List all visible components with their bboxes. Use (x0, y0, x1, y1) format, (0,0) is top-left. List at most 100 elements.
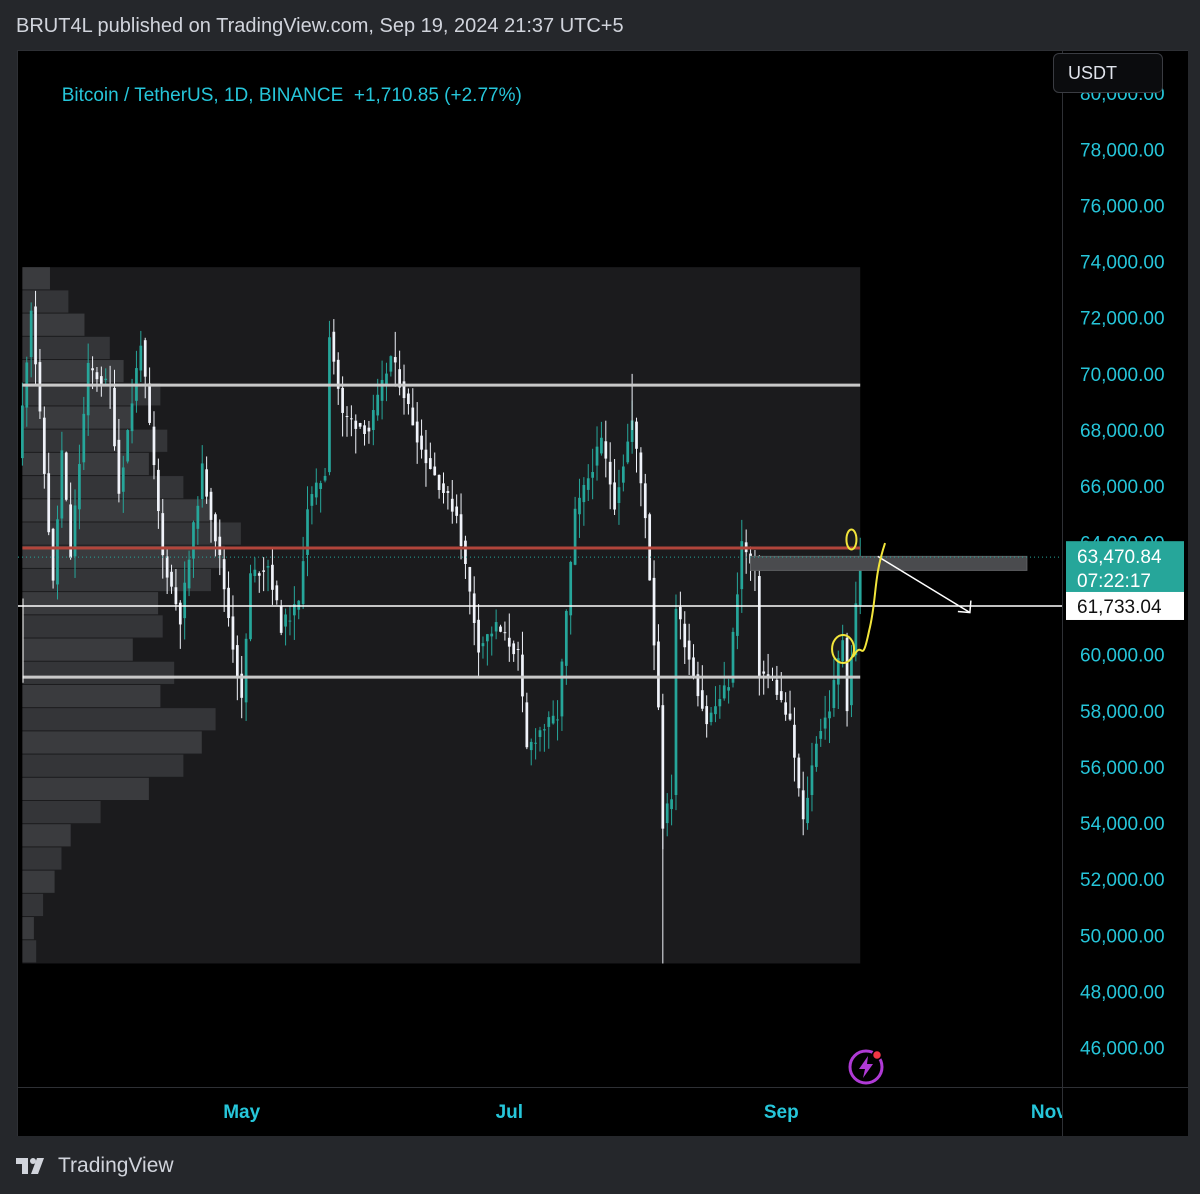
candle-body (499, 626, 502, 632)
candle-body (205, 469, 208, 497)
tradingview-logo-icon (16, 1158, 44, 1174)
candle-body (718, 699, 722, 707)
candle (99, 366, 103, 397)
candle-body (78, 464, 81, 510)
volume-profile-bar (22, 383, 161, 406)
candle (385, 362, 388, 402)
candle (472, 576, 476, 646)
candle-body (227, 587, 230, 619)
candle (227, 571, 230, 627)
candle (148, 367, 151, 426)
candle-body (534, 742, 537, 744)
candle (806, 776, 809, 830)
candle-body (543, 729, 546, 731)
candle (323, 467, 327, 483)
candle-body (762, 671, 766, 674)
candle (486, 633, 489, 666)
crosshair-price-label: 61,733.04 (1077, 597, 1162, 618)
candle-body (556, 719, 559, 721)
candle (78, 444, 81, 530)
current-price-badge (1066, 541, 1184, 596)
candle-body (170, 571, 173, 587)
candle (727, 678, 730, 704)
candle-body (345, 415, 349, 417)
candle-body (350, 418, 353, 420)
candle-body (56, 519, 59, 585)
volume-profile-bar (22, 893, 44, 917)
candle-body (643, 483, 647, 519)
candle-body (442, 483, 445, 493)
candle-body (367, 427, 371, 432)
candle (354, 414, 358, 454)
price-tick-label: 50,000.00 (1080, 926, 1165, 947)
candle (591, 448, 594, 500)
candle (358, 422, 362, 429)
candle-body (143, 340, 147, 377)
candle (139, 330, 143, 383)
candle-body (323, 475, 327, 481)
candle-body (218, 536, 222, 556)
candle (586, 464, 590, 501)
time-axis[interactable]: May Jul Sep Nov (18, 1087, 1062, 1136)
candle (161, 498, 165, 579)
candle-body (582, 484, 586, 503)
price-axis[interactable]: 80,000.00 78,000.00 76,000.00 74,000.00 72,0… (1062, 51, 1188, 1087)
candle-body (727, 687, 730, 691)
annotation-top-mark (845, 528, 858, 551)
candle-body (328, 337, 331, 473)
candle (345, 406, 349, 437)
annotation-path (852, 542, 887, 658)
candle-body (235, 645, 239, 679)
candle-body (402, 381, 406, 399)
price-pane[interactable]: Bitcoin / TetherUS, 1D, BINANCE +1,710.8… (18, 51, 1062, 1087)
candle-body (630, 420, 634, 442)
candle-body (670, 799, 673, 810)
candle-body (626, 441, 630, 463)
footer-brand[interactable]: TradingView (16, 1153, 174, 1179)
candle-body (652, 577, 656, 646)
candle-body (358, 423, 362, 427)
candle-body (385, 373, 388, 387)
candle-body (310, 494, 314, 506)
candle (836, 650, 840, 710)
candle-body (437, 474, 441, 491)
price-tick-label: 46,000.00 (1080, 1039, 1165, 1060)
candle (21, 382, 24, 466)
price-change: +1,710.85 (+2.77%) (353, 85, 522, 106)
candle (573, 496, 577, 566)
candle-body (209, 491, 213, 520)
lightning-icon[interactable] (848, 1049, 884, 1085)
price-chart[interactable] (18, 51, 1062, 1087)
candle (319, 480, 323, 513)
candle-body (148, 383, 151, 423)
candle (810, 742, 814, 812)
candle (823, 695, 827, 740)
candle-body (696, 674, 700, 697)
candle (814, 736, 818, 772)
candle-body (174, 587, 178, 605)
symbol-legend[interactable]: Bitcoin / TetherUS, 1D, BINANCE +1,710.8… (30, 63, 522, 129)
candle (578, 478, 581, 538)
candle-body (538, 730, 542, 737)
candle-body (613, 482, 616, 510)
candle (113, 369, 116, 451)
candle-body (832, 680, 836, 708)
candle (253, 557, 257, 583)
candle-body (424, 449, 428, 464)
candle (788, 690, 792, 721)
currency-button[interactable]: USDT (1053, 53, 1163, 93)
candle-body (82, 413, 86, 463)
candle-body (854, 603, 858, 656)
candle (170, 564, 173, 594)
candle (183, 561, 187, 640)
candle-body (314, 482, 318, 498)
candle-body (687, 640, 691, 660)
candle-body (161, 513, 165, 556)
candle (205, 456, 208, 504)
candle (705, 695, 709, 738)
candle (437, 474, 441, 499)
candle-body (292, 604, 296, 616)
candle-body (411, 407, 415, 426)
candle (736, 572, 739, 650)
projection-arrowhead (957, 600, 972, 614)
